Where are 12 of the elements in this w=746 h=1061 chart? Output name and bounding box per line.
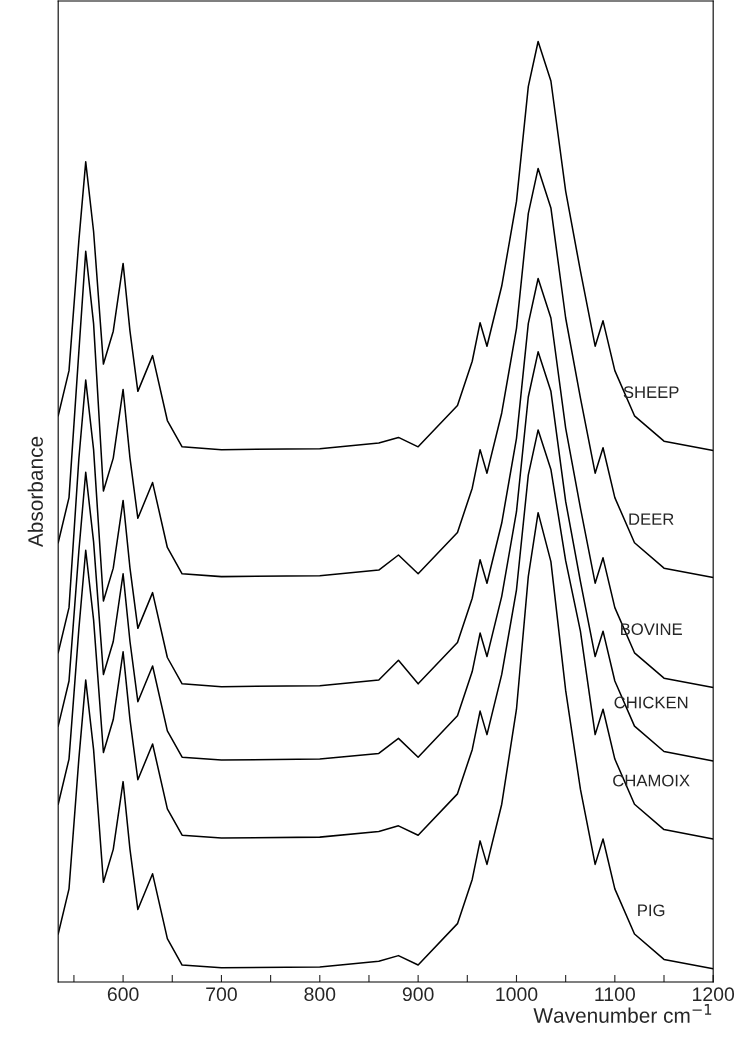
x-tick-label: 700 (206, 987, 237, 1002)
y-axis-title: Absorbance (27, 436, 43, 548)
x-tick-label: 800 (304, 987, 336, 1002)
x-tick-label: 1000 (496, 987, 538, 1002)
x-tick-label: 600 (107, 987, 139, 1002)
x-tick-label: 1100 (595, 987, 635, 1002)
series-label: DEER (629, 513, 674, 525)
x-axis-title: Wavenumber cm$^{−1}$ (533, 1004, 712, 1023)
x-tick-label: 900 (402, 987, 434, 1002)
x-tick-label: 1200 (693, 987, 735, 1002)
series-label: PIG (638, 904, 665, 917)
series-label: SHEEP (623, 386, 679, 399)
